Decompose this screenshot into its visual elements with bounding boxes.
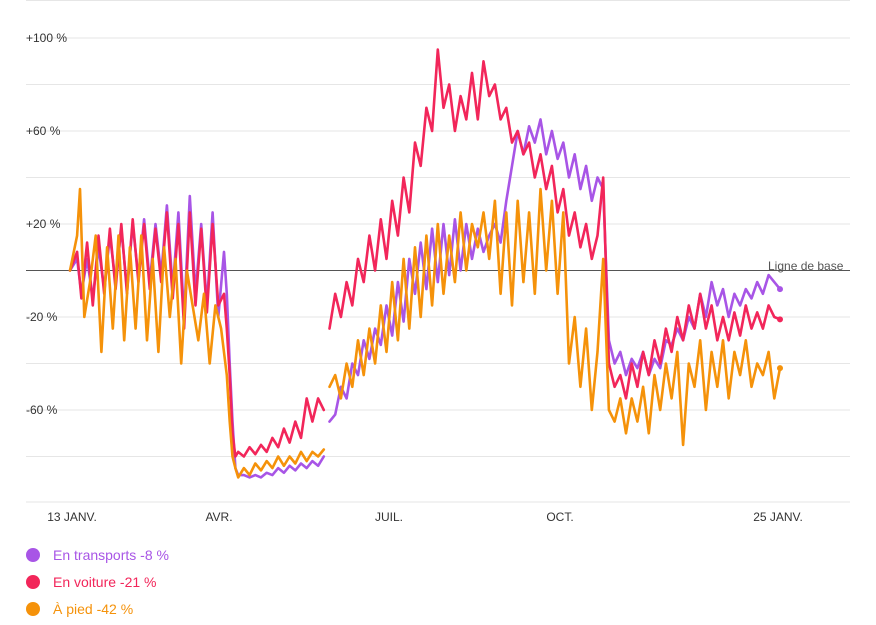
y-tick-label: +20 % (26, 217, 61, 231)
legend: En transports -8 % En voiture -21 % À pi… (26, 541, 169, 622)
series-lines (68, 48, 783, 479)
y-tick-label: +100 % (26, 31, 67, 45)
x-tick-label: 13 JANV. (47, 510, 97, 524)
legend-label-pied: À pied -42 % (53, 600, 134, 617)
y-tick-label: -20 % (26, 310, 58, 324)
legend-dot-transports (26, 547, 40, 562)
x-tick-label: OCT. (546, 510, 573, 524)
series-end-point (777, 316, 783, 323)
legend-item-voiture[interactable]: En voiture -21 % (26, 568, 169, 595)
series-end-point (777, 286, 783, 293)
series-line-2 (328, 187, 782, 447)
series-line-1 (328, 48, 782, 400)
series-line-0 (328, 118, 782, 423)
y-tick-label: +60 % (26, 124, 61, 138)
y-axis-ticks: +100 % +60 % +20 % -20 % -60 % (26, 31, 67, 417)
x-tick-label: AVR. (205, 510, 232, 524)
x-tick-label: 25 JANV. (753, 510, 803, 524)
legend-dot-pied (26, 601, 40, 616)
chart-grid (26, 0, 850, 503)
series-end-point (777, 365, 783, 372)
y-tick-label: -60 % (26, 403, 58, 417)
legend-item-transports[interactable]: En transports -8 % (26, 541, 169, 568)
baseline-label: Ligne de base (768, 259, 844, 273)
x-tick-label: JUIL. (375, 510, 403, 524)
mobility-line-chart: Ligne de base +100 % +60 % +20 % -20 % -60 %… (26, 0, 850, 524)
legend-label-transports: En transports -8 % (53, 546, 169, 563)
series-line-2 (68, 187, 326, 479)
legend-item-pied[interactable]: À pied -42 % (26, 595, 169, 622)
x-axis-ticks: 13 JANV. AVR. JUIL. OCT. 25 JANV. (47, 510, 803, 524)
legend-label-voiture: En voiture -21 % (53, 573, 157, 590)
legend-dot-voiture (26, 574, 40, 589)
